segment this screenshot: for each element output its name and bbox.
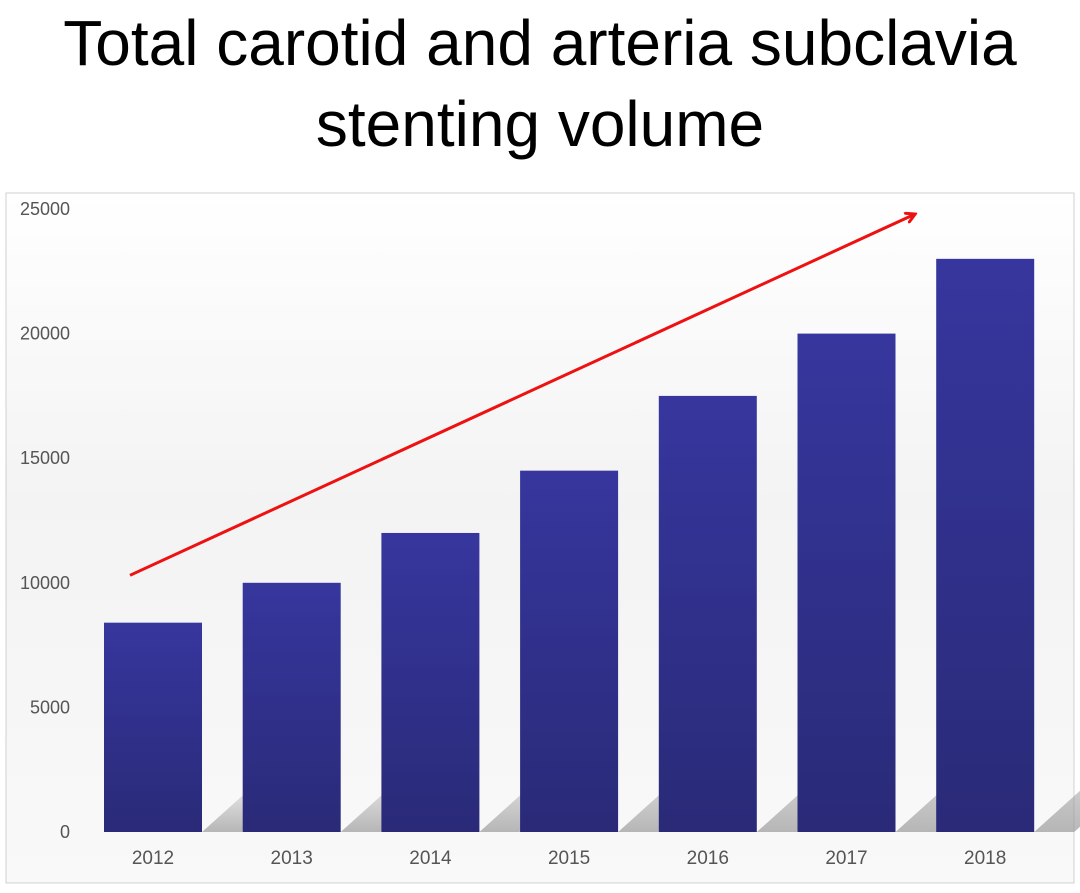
x-tick-label: 2017 — [825, 848, 867, 869]
chart-title-line-2: stenting volume — [315, 88, 765, 160]
x-tick-label: 2012 — [132, 848, 174, 869]
trend-arrow — [129, 214, 915, 577]
x-tick-label: 2015 — [548, 848, 590, 869]
y-axis-ticks: 0 5000 10000 15000 20000 25000 — [20, 199, 70, 842]
bar-2014 — [381, 532, 480, 832]
bars — [104, 258, 1035, 833]
y-tick-label: 25000 — [20, 199, 70, 219]
x-axis-ticks: 2012 2013 2014 2015 2016 2017 2018 — [132, 848, 1006, 869]
bar-2016 — [658, 395, 757, 832]
bar-shadow — [1034, 790, 1080, 832]
y-tick-label: 5000 — [30, 697, 70, 717]
x-tick-label: 2013 — [271, 848, 313, 869]
x-tick-label: 2016 — [687, 848, 729, 869]
y-tick-label: 15000 — [20, 448, 70, 468]
x-tick-label: 2018 — [964, 848, 1006, 869]
y-tick-label: 20000 — [20, 324, 70, 344]
chart-title-line-1: Total carotid and arteria subclavia — [63, 7, 1017, 79]
bar-2017 — [797, 333, 896, 832]
y-tick-label: 0 — [60, 822, 70, 842]
x-tick-label: 2014 — [409, 848, 452, 869]
trend-annotation — [129, 214, 915, 577]
bar-2013 — [242, 582, 341, 832]
bar-2015 — [520, 470, 619, 832]
y-tick-label: 10000 — [20, 573, 70, 593]
bar-2012 — [104, 622, 202, 832]
bar-2018 — [936, 258, 1035, 833]
